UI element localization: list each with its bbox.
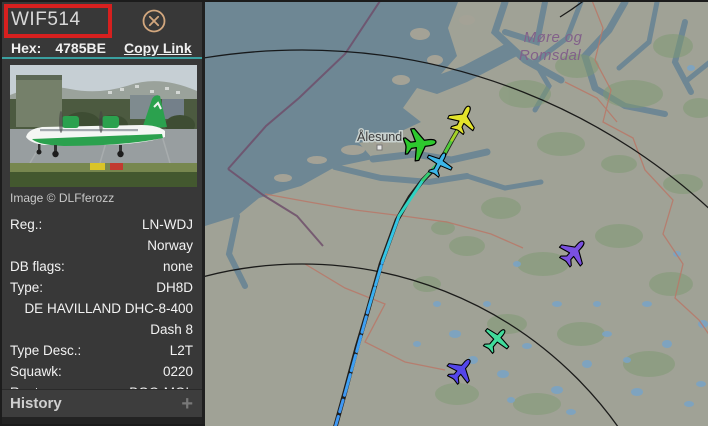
hex-row: Hex: 4785BE Copy Link <box>11 40 192 56</box>
aircraft-photo[interactable] <box>10 65 197 187</box>
detail-row-squawk: Squawk: 0220 <box>10 364 193 379</box>
hex-value: 4785BE <box>55 40 106 56</box>
lakes <box>413 65 708 415</box>
close-icon[interactable] <box>141 8 167 34</box>
city-marker <box>376 144 383 151</box>
photo-attribution: Image © DLFferozz <box>10 191 115 205</box>
region-label-line1: Møre og <box>524 29 583 46</box>
detail-row-country: Norway <box>147 238 193 253</box>
city-label: Ålesund <box>357 129 402 144</box>
detail-row-typedesc: Type Desc.: L2T <box>10 343 193 358</box>
callsign: WIF514 <box>11 9 81 30</box>
fjords <box>225 2 708 289</box>
detail-row-type: Type: DH8D <box>10 280 193 295</box>
detail-row-dbflags: DB flags: none <box>10 259 193 274</box>
islands <box>274 15 475 182</box>
detail-row-reg: Reg.: LN-WDJ <box>10 217 193 232</box>
panel-bottom-strip <box>2 417 202 424</box>
history-expand-icon[interactable]: + <box>181 392 193 415</box>
detail-row-type-long: DE HAVILLAND DHC-8-400 <box>24 301 193 316</box>
history-title: History <box>10 395 62 412</box>
region-boundary <box>227 2 381 247</box>
panel-header: WIF514 <box>2 2 202 38</box>
hex-label: Hex: <box>11 40 42 56</box>
region-label-line2: Romsdal <box>519 47 581 64</box>
history-section-header[interactable]: History + <box>2 389 202 417</box>
annotation-highlight-box <box>4 4 112 38</box>
admin-boundaries <box>264 2 708 371</box>
aircraft-info-panel: WIF514 Hex: 4785BE Copy Link <box>2 2 205 424</box>
range-rings <box>205 2 708 426</box>
copy-link[interactable]: Copy Link <box>123 40 192 56</box>
aircraft-illustration <box>26 95 167 158</box>
map[interactable]: Møre og Romsdal Ålesund <box>205 2 708 426</box>
aircraft-details: Reg.: LN-WDJ Norway DB flags: none Type: DH… <box>2 214 202 403</box>
accent-divider <box>2 57 202 59</box>
forest-patches <box>413 34 708 415</box>
detail-row-type-series: Dash 8 <box>150 322 193 337</box>
